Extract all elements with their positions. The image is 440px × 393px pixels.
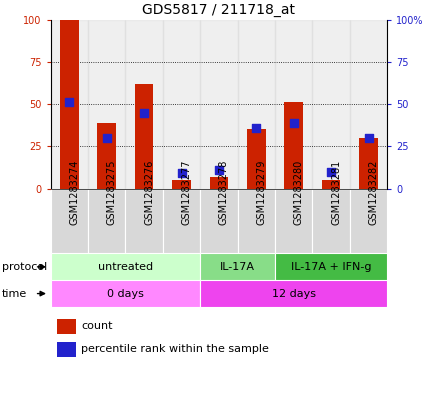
Text: GSM1283281: GSM1283281 [331, 159, 341, 224]
Bar [312, 189, 350, 253]
Title: GDS5817 / 211718_at: GDS5817 / 211718_at [143, 3, 295, 17]
Text: count: count [81, 321, 112, 331]
Bar [57, 342, 76, 357]
Bar [247, 129, 266, 189]
Bar [209, 177, 228, 189]
Bar [163, 20, 200, 189]
Bar [51, 189, 88, 253]
Bar [88, 20, 125, 189]
Bar [88, 189, 125, 253]
Text: GSM1283278: GSM1283278 [219, 159, 229, 224]
Bar [200, 280, 387, 307]
Bar [125, 189, 163, 253]
Text: GSM1283276: GSM1283276 [144, 159, 154, 224]
Bar [350, 189, 387, 253]
Bar [359, 138, 378, 189]
Point [216, 167, 222, 173]
Text: GSM1283280: GSM1283280 [294, 159, 304, 224]
Bar [200, 20, 238, 189]
Bar [97, 123, 116, 189]
Bar [275, 189, 312, 253]
Bar [51, 253, 200, 280]
Bar [350, 20, 387, 189]
Bar [125, 20, 163, 189]
Point [103, 135, 110, 141]
Text: GSM1283274: GSM1283274 [70, 159, 79, 224]
Text: 12 days: 12 days [271, 288, 315, 299]
Bar [60, 20, 79, 189]
Bar [322, 180, 341, 189]
Text: untreated: untreated [98, 262, 153, 272]
Bar [51, 280, 200, 307]
Text: 0 days: 0 days [107, 288, 144, 299]
Bar [172, 180, 191, 189]
Bar [238, 20, 275, 189]
Bar [275, 20, 312, 189]
Bar [275, 253, 387, 280]
Text: time: time [2, 288, 27, 299]
Point [141, 109, 148, 116]
Text: GSM1283277: GSM1283277 [181, 159, 191, 225]
Text: GSM1283279: GSM1283279 [256, 159, 266, 224]
Text: GSM1283282: GSM1283282 [368, 159, 378, 224]
Point [253, 125, 260, 131]
Text: IL-17A + IFN-g: IL-17A + IFN-g [291, 262, 371, 272]
Bar [200, 189, 238, 253]
Bar [135, 84, 154, 189]
Point [66, 99, 73, 106]
Bar [200, 253, 275, 280]
Point [365, 135, 372, 141]
Point [290, 119, 297, 126]
Text: IL-17A: IL-17A [220, 262, 255, 272]
Bar [163, 189, 200, 253]
Text: GSM1283275: GSM1283275 [107, 159, 117, 225]
Bar [312, 20, 350, 189]
Point [178, 170, 185, 176]
Bar [238, 189, 275, 253]
Text: protocol: protocol [2, 262, 48, 272]
Bar [284, 103, 303, 189]
Point [327, 169, 335, 175]
Bar [51, 20, 88, 189]
Text: percentile rank within the sample: percentile rank within the sample [81, 344, 269, 354]
Bar [57, 318, 76, 334]
